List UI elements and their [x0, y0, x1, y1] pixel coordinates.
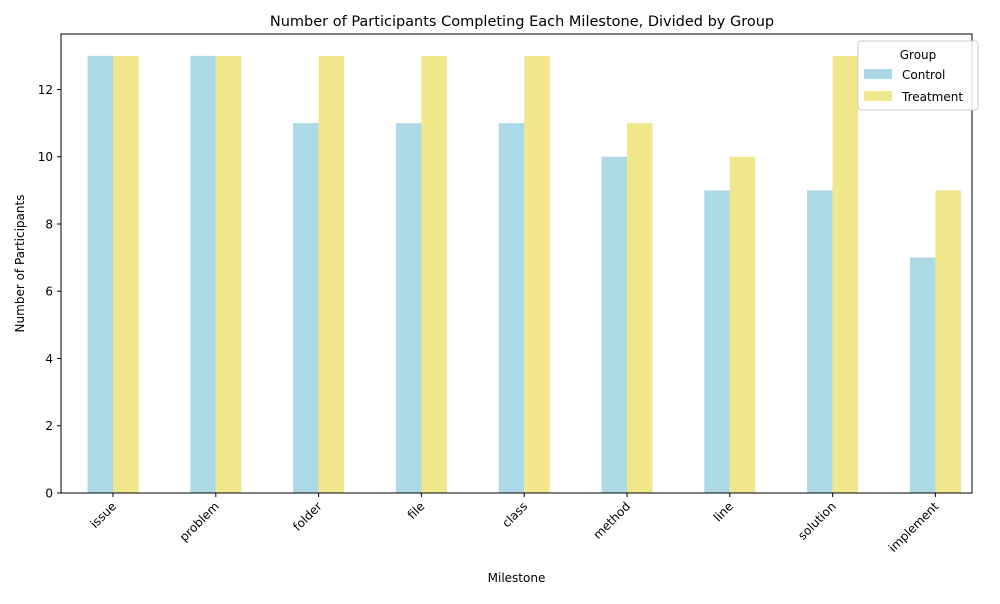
x-tick-label-issue: issue — [87, 499, 119, 531]
bar-control-problem — [190, 55, 216, 494]
x-tick-label-file: file — [405, 499, 428, 522]
bar-control-solution — [807, 190, 833, 494]
bar-control-implement — [909, 257, 936, 493]
x-tick-label-implement: implement — [886, 499, 942, 555]
bar-treatment-method — [627, 123, 653, 494]
bar-treatment-solution — [832, 55, 859, 494]
bar-treatment-file — [421, 55, 447, 494]
bar-treatment-implement — [935, 190, 961, 494]
legend-label-treatment: Treatment — [901, 90, 963, 104]
y-axis: 0 2 4 6 8 10 12 — [38, 83, 61, 501]
legend-label-control: Control — [902, 68, 945, 82]
y-tick-label: 8 — [45, 217, 53, 231]
plot-frame — [60, 33, 973, 494]
bar-control-file — [395, 123, 422, 494]
bar-control-line — [704, 190, 730, 494]
x-tick-label-folder: folder — [290, 499, 325, 534]
legend-swatch-control — [864, 69, 892, 79]
bar-treatment-line — [729, 156, 756, 494]
y-axis-label: Number of Participants — [13, 195, 27, 333]
legend-title: Group — [900, 48, 937, 62]
bar-treatment-issue — [113, 55, 139, 494]
bar-control-issue — [87, 55, 113, 494]
y-tick-label: 10 — [38, 150, 53, 164]
y-tick-label: 4 — [45, 352, 53, 366]
legend-swatch-treatment — [864, 91, 892, 101]
bars-layer — [87, 55, 961, 494]
bar-control-folder — [293, 123, 319, 494]
x-axis: issue problem folder file class method line sol… — [87, 493, 942, 555]
x-tick-label-line: line — [711, 499, 736, 524]
bar-control-class — [498, 123, 525, 494]
bar-treatment-folder — [318, 55, 345, 494]
x-tick-label-solution: solution — [795, 499, 839, 543]
bar-treatment-class — [524, 55, 550, 494]
y-tick-label: 12 — [38, 83, 53, 97]
y-tick-label: 2 — [45, 419, 53, 433]
x-tick-label-problem: problem — [177, 499, 222, 544]
bar-treatment-problem — [215, 55, 242, 494]
chart-title: Number of Participants Completing Each M… — [270, 14, 774, 30]
x-tick-label-class: class — [499, 499, 530, 530]
bar-control-method — [601, 156, 627, 494]
legend: Group Control Treatment — [857, 40, 979, 111]
y-tick-label: 0 — [45, 487, 53, 501]
y-tick-label: 6 — [45, 285, 53, 299]
x-tick-label-method: method — [590, 499, 633, 542]
x-axis-label: Milestone — [488, 571, 546, 585]
